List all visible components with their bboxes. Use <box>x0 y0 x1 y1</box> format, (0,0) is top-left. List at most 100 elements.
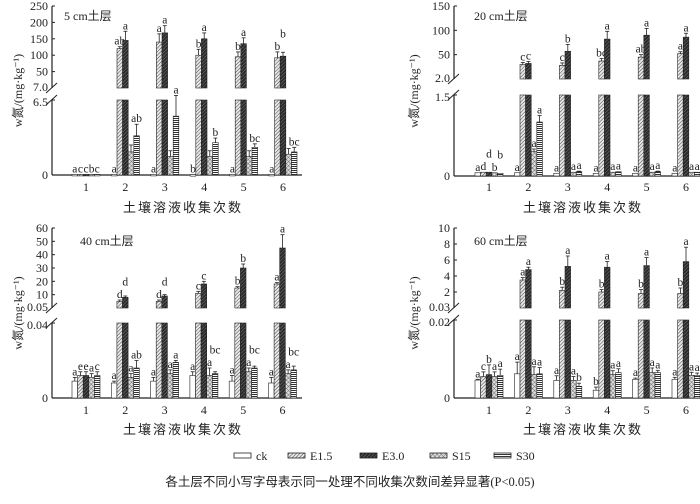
y-tick-label: 200 <box>30 15 48 29</box>
bar-ck <box>111 382 118 399</box>
bar-S30 <box>172 362 179 399</box>
legend: ck E1.5 E3.0 S15 S30 <box>233 449 535 463</box>
bar-upper-E1.5 <box>273 283 281 309</box>
significance-letter: a <box>593 162 598 174</box>
bar-S30 <box>575 171 583 177</box>
y-break-label-upper: 0.03 <box>429 300 450 314</box>
significance-letter: a <box>650 357 655 369</box>
significance-letter: a <box>520 267 525 279</box>
significance-letter: a <box>128 363 133 375</box>
bar-S15 <box>246 156 253 176</box>
bar-lower-E1.5 <box>156 99 163 176</box>
y-tick-label: 50 <box>36 234 48 248</box>
significance-letter: a <box>151 366 156 378</box>
x-tick-label: 2 <box>122 403 128 417</box>
bar-lower-E1.5 <box>559 319 566 399</box>
significance-letter: a <box>689 361 694 373</box>
y-tick-label: 0 <box>444 391 450 405</box>
bar-S30 <box>251 147 258 176</box>
significance-letter: b <box>89 163 95 175</box>
y-axis-title: w氮/(mg·kg⁻¹) <box>10 276 25 349</box>
bar-upper-E1.5 <box>559 290 566 309</box>
significance-letter: d <box>486 149 492 161</box>
bar-S15 <box>88 377 95 399</box>
bar-upper-E3.0 <box>682 36 690 80</box>
bar-ck <box>474 379 481 399</box>
significance-letter: a <box>633 162 638 174</box>
axis-break-mark <box>447 89 460 101</box>
bar-upper-E3.0 <box>161 295 168 309</box>
significance-letter: a <box>173 84 178 96</box>
bar-lower-E1.5 <box>519 319 526 399</box>
y-tick-label: 50 <box>36 65 48 79</box>
y-tick-label: 250 <box>30 0 48 13</box>
significance-letter: a <box>72 366 77 378</box>
significance-letter: d <box>162 277 168 289</box>
bar-S30 <box>536 121 543 177</box>
y-break-label-upper: 0.05 <box>27 300 48 314</box>
significance-letter: a <box>644 17 649 29</box>
significance-letter: a <box>526 256 531 268</box>
legend-label: ck <box>256 449 267 463</box>
bar-S30 <box>133 367 140 399</box>
bar-upper-E1.5 <box>195 54 202 89</box>
x-tick-label: 4 <box>201 180 207 194</box>
bar-lower-E1.5 <box>116 322 123 399</box>
significance-letter: ab <box>131 113 142 125</box>
significance-letter: a <box>554 162 559 174</box>
bar-S15 <box>127 151 135 176</box>
bar-upper-E1.5 <box>677 293 684 309</box>
bar-upper-E1.5 <box>116 301 123 309</box>
bar-S30 <box>654 171 661 177</box>
bar-lower-E1.5 <box>195 322 202 399</box>
significance-letter: bc <box>596 48 607 60</box>
significance-letter: a <box>695 362 700 374</box>
significance-letter: a <box>202 22 207 34</box>
x-tick-label: 6 <box>683 403 689 417</box>
bar-S30 <box>291 151 298 176</box>
y-tick-label: 6.5 <box>33 95 48 109</box>
significance-letter: b <box>275 41 281 53</box>
significance-letter: a <box>89 363 94 375</box>
y-tick-label: 20 <box>36 274 48 288</box>
bar-lower-E3.0 <box>201 99 208 176</box>
bar-upper-E1.5 <box>519 279 526 309</box>
significance-letter: e <box>78 361 83 373</box>
x-tick-label: 1 <box>83 403 89 417</box>
significance-letter: bc <box>249 133 260 145</box>
significance-letter: ab <box>131 350 142 362</box>
bar-upper-E1.5 <box>155 301 163 309</box>
significance-letter: d <box>481 161 487 173</box>
bar-upper-E1.5 <box>234 287 241 309</box>
bar-lower-E3.0 <box>279 99 287 176</box>
axis-break-mark <box>45 302 58 314</box>
bar-S15 <box>530 151 538 177</box>
legend-label: E1.5 <box>310 449 332 463</box>
x-tick-label: 1 <box>486 180 492 194</box>
significance-letter: c <box>481 361 486 373</box>
significance-letter: a <box>605 20 610 32</box>
bar-upper-E3.0 <box>604 38 611 80</box>
significance-letter: a <box>280 224 285 236</box>
panel-title: 40 cm土层 <box>80 234 134 248</box>
bar-upper-E3.0 <box>200 283 208 309</box>
bar-S15 <box>530 374 538 399</box>
significance-letter: a <box>644 247 649 259</box>
x-tick-label: 4 <box>604 180 610 194</box>
bar-S30 <box>251 367 258 399</box>
significance-letter: a <box>286 359 291 371</box>
bar-lower-E1.5 <box>274 99 281 176</box>
significance-letter: a <box>112 370 117 382</box>
significance-letter: ab <box>114 36 125 48</box>
bar-upper-E1.5 <box>598 60 605 80</box>
significance-letter: a <box>151 163 156 175</box>
bar-lower-E1.5 <box>637 319 645 399</box>
bar-lower-E3.0 <box>525 94 532 177</box>
x-tick-label: 3 <box>565 180 571 194</box>
significance-letter: b <box>235 276 241 288</box>
bar-upper-E3.0 <box>279 247 286 309</box>
significance-letter: a <box>229 365 234 377</box>
significance-letter: a <box>207 357 212 369</box>
bar-ck <box>189 174 197 177</box>
